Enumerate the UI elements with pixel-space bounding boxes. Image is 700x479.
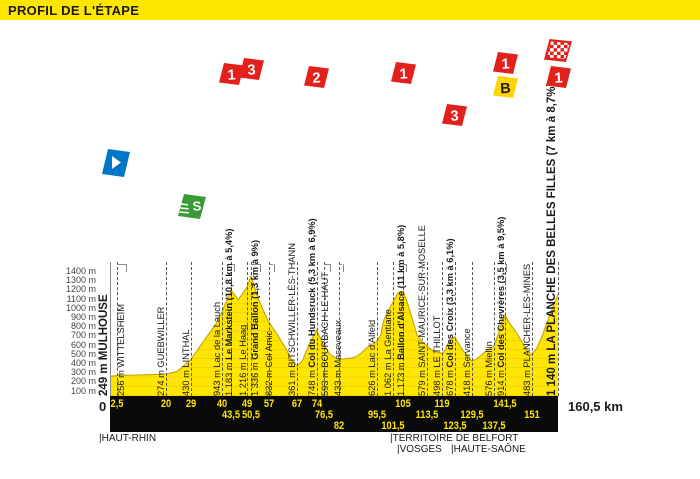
svg-text:2: 2 xyxy=(312,70,321,86)
svg-text:1: 1 xyxy=(227,67,236,83)
svg-text:S: S xyxy=(192,198,202,213)
svg-text:1: 1 xyxy=(501,56,510,72)
svg-text:3: 3 xyxy=(247,62,256,78)
svg-text:3: 3 xyxy=(450,108,459,124)
svg-text:1: 1 xyxy=(554,70,563,86)
svg-text:B: B xyxy=(499,81,510,98)
svg-text:1: 1 xyxy=(399,66,408,82)
